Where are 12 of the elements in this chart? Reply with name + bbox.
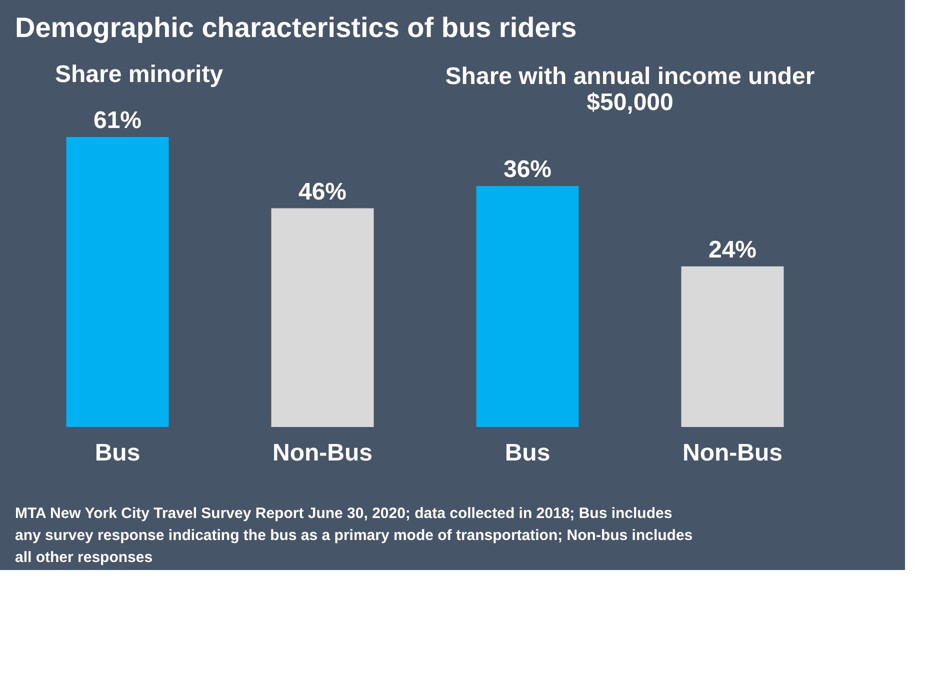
data-label: 46% (298, 178, 347, 206)
chart-subtitle: Share with annual income under $50,000 (445, 63, 815, 116)
chart-title: Demographic characteristics of bus riders (15, 12, 577, 43)
x-tick-label: Non-Bus (272, 440, 372, 466)
data-label: 24% (708, 236, 757, 264)
text: MTA New York City Travel Survey Report June 30, 2020; data collected in 2018; Bus includes any survey response indicating the bus as a primary mode of transportation; Non-bus includes all other responses (15, 505, 693, 566)
x-tick-label: Bus (504, 440, 550, 466)
data-label: 61% (93, 107, 142, 134)
chart-subtitle: Share minority (55, 61, 224, 88)
x-tick-label: Bus (94, 440, 140, 466)
data-label: 36% (503, 156, 552, 183)
x-tick-label: Non-Bus (682, 440, 782, 466)
